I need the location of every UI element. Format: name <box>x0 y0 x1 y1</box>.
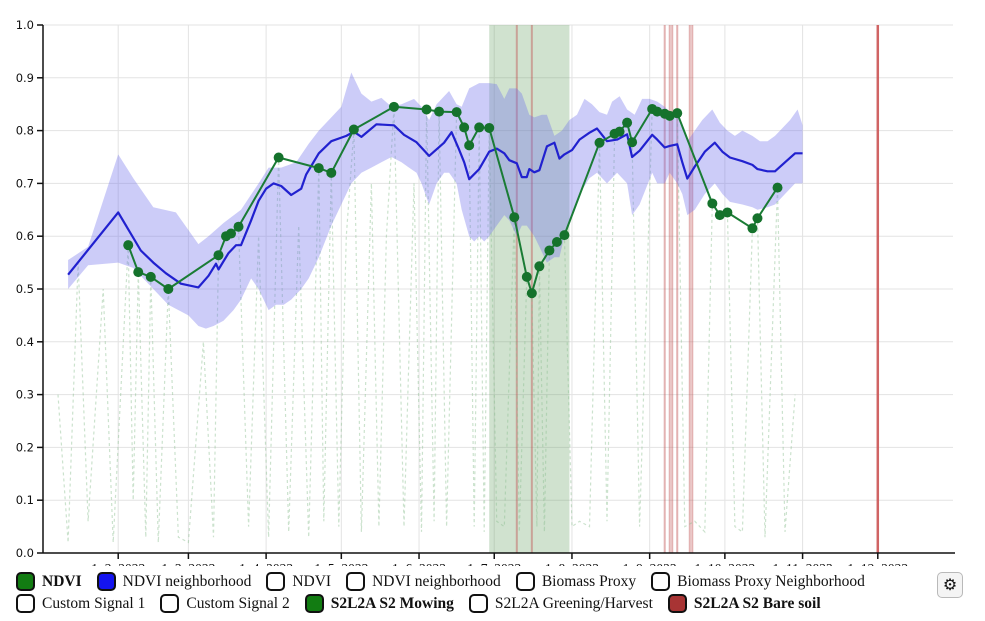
legend-checkbox-icon[interactable] <box>667 594 687 613</box>
legend-item-label: Custom Signal 1 <box>42 595 146 612</box>
gear-icon: ⚙ <box>942 577 958 594</box>
svg-text:1.0: 1.0 <box>16 18 34 32</box>
legend-checkbox-icon[interactable] <box>468 594 488 613</box>
legend-item-ndvi[interactable]: NDVI <box>16 571 82 592</box>
legend-item-label: NDVI neighborhood <box>122 573 252 590</box>
legend-item-ndvi-neighborhood[interactable]: NDVI neighborhood <box>96 571 252 592</box>
legend-item-label: NDVI neighborhood <box>372 573 501 590</box>
legend-checkbox-icon[interactable] <box>266 572 286 591</box>
svg-text:1. 9. 2023: 1. 9. 2023 <box>623 561 677 566</box>
legend-row-1: NDVI NDVI neighborhood NDVI NDVI neighborho… <box>16 571 921 592</box>
svg-text:0.1: 0.1 <box>16 493 34 507</box>
svg-text:0.7: 0.7 <box>16 176 34 190</box>
legend-item-label: Custom Signal 2 <box>186 595 290 612</box>
legend-item-label: NDVI <box>42 573 82 590</box>
svg-text:0.5: 0.5 <box>16 282 34 296</box>
legend-item-label: S2L2A S2 Mowing <box>330 595 454 612</box>
svg-text:0.9: 0.9 <box>16 71 34 85</box>
legend-row-2: Custom Signal 1 Custom Signal 2 S2L2A S2 M… <box>16 593 921 614</box>
legend-item-s2l2a-s2-mowing[interactable]: S2L2A S2 Mowing <box>304 593 454 614</box>
legend-item-custom-signal-1[interactable]: Custom Signal 1 <box>16 593 145 614</box>
legend-checkbox-icon[interactable] <box>96 572 116 591</box>
legend-item-label: Biomass Proxy <box>541 573 637 590</box>
svg-text:1. 2. 2023: 1. 2. 2023 <box>91 561 145 566</box>
svg-text:0.0: 0.0 <box>16 546 34 560</box>
y-axis-tick-labels: 0.0 0.1 0.2 0.3 0.4 0.5 0.6 0.7 0.8 0.9 1.0 <box>16 18 43 560</box>
legend-checkbox-icon[interactable] <box>304 594 324 613</box>
svg-text:0.2: 0.2 <box>16 440 34 454</box>
legend-item-ndvi[interactable]: NDVI <box>266 571 331 592</box>
svg-text:1. 4. 2023: 1. 4. 2023 <box>239 561 293 566</box>
x-axis-tick-labels: 1. 2. 2023 1. 3. 2023 1. 4. 2023 1. 5. 2023… <box>91 553 908 566</box>
svg-text:0.8: 0.8 <box>16 124 34 138</box>
legend-item-ndvi-neighborhood[interactable]: NDVI neighborhood <box>346 571 501 592</box>
legend-item-custom-signal-2[interactable]: Custom Signal 2 <box>160 593 290 614</box>
svg-text:1. 10. 2023: 1. 10. 2023 <box>694 561 755 566</box>
svg-text:1. 11. 2023: 1. 11. 2023 <box>772 561 832 566</box>
legend-checkbox-icon[interactable] <box>16 572 35 591</box>
legend-item-label: S2L2A Greening/Harvest <box>494 595 653 612</box>
ndvi-timeseries-chart: 0.0 0.1 0.2 0.3 0.4 0.5 0.6 0.7 0.8 0.9 1.0 1. 2. 2… <box>16 18 955 566</box>
svg-text:1. 5. 2023: 1. 5. 2023 <box>314 561 368 566</box>
legend-item-biomass-proxy-neighborhood[interactable]: Biomass Proxy Neighborhood <box>651 571 865 592</box>
legend-checkbox-icon[interactable] <box>160 594 180 613</box>
svg-text:0.4: 0.4 <box>16 335 34 349</box>
legend-item-label: NDVI <box>292 573 332 590</box>
legend-item-s2l2a-s2-bare-soil[interactable]: S2L2A S2 Bare soil <box>667 593 821 614</box>
svg-text:1. 6. 2023: 1. 6. 2023 <box>392 561 446 566</box>
legend-item-label: S2L2A S2 Bare soil <box>693 595 821 612</box>
svg-text:1. 7. 2023: 1. 7. 2023 <box>467 561 521 566</box>
chart-legend: NDVI NDVI neighborhood NDVI NDVI neighborho… <box>16 571 921 615</box>
svg-text:1. 3. 2023: 1. 3. 2023 <box>161 561 215 566</box>
legend-checkbox-icon[interactable] <box>346 572 366 591</box>
svg-text:0.6: 0.6 <box>16 229 34 243</box>
legend-item-label: Biomass Proxy Neighborhood <box>677 573 865 590</box>
ndvi-points <box>123 101 783 299</box>
svg-text:1. 12. 2023: 1. 12. 2023 <box>847 561 908 566</box>
svg-text:1. 8. 2023: 1. 8. 2023 <box>545 561 599 566</box>
legend-item-biomass-proxy[interactable]: Biomass Proxy <box>515 571 637 592</box>
legend-checkbox-icon[interactable] <box>651 572 671 591</box>
legend-checkbox-icon[interactable] <box>515 572 535 591</box>
legend-item-s2l2a-greening-harvest[interactable]: S2L2A Greening/Harvest <box>468 593 653 614</box>
legend-checkbox-icon[interactable] <box>16 594 35 613</box>
svg-text:0.3: 0.3 <box>16 388 34 402</box>
settings-button[interactable]: ⚙ <box>937 572 963 598</box>
ndvi-neighborhood-line <box>67 123 803 289</box>
